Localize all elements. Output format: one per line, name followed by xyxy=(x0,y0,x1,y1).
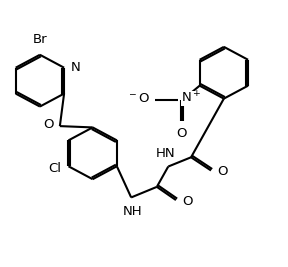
Text: Br: Br xyxy=(33,33,47,46)
Text: NH: NH xyxy=(123,205,142,218)
Text: O: O xyxy=(176,127,186,140)
Text: HN: HN xyxy=(156,147,176,160)
Text: N: N xyxy=(70,61,80,74)
Text: N$^+$: N$^+$ xyxy=(181,91,202,106)
Text: O: O xyxy=(43,118,54,131)
Text: O: O xyxy=(217,165,228,178)
Text: O: O xyxy=(182,195,193,208)
Text: Cl: Cl xyxy=(48,162,61,175)
Text: $^-$O: $^-$O xyxy=(127,92,150,105)
